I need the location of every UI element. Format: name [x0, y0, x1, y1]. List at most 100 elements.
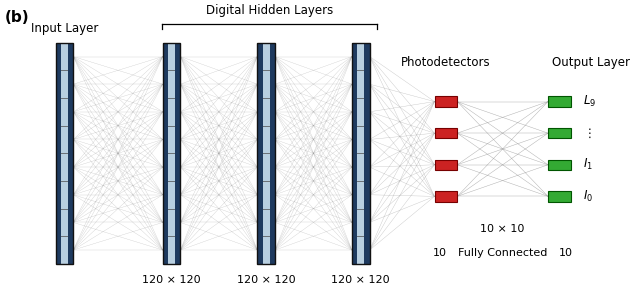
- Bar: [56, 236, 73, 264]
- Text: $L_9$: $L_9$: [583, 94, 596, 109]
- Bar: [163, 43, 180, 264]
- Bar: [175, 70, 180, 98]
- Bar: [364, 236, 369, 264]
- Bar: [163, 126, 180, 153]
- Text: Photodetectors: Photodetectors: [401, 56, 491, 69]
- Bar: [56, 43, 61, 70]
- Bar: [548, 128, 571, 138]
- Text: 120 × 120: 120 × 120: [237, 275, 296, 285]
- Text: 10: 10: [433, 248, 447, 258]
- Bar: [56, 98, 73, 126]
- Bar: [435, 128, 457, 138]
- Bar: [352, 43, 357, 70]
- Bar: [175, 98, 180, 126]
- Bar: [352, 126, 357, 153]
- Bar: [269, 43, 275, 70]
- Bar: [257, 153, 275, 181]
- Bar: [269, 208, 275, 236]
- Bar: [175, 43, 180, 70]
- Bar: [364, 153, 369, 181]
- Bar: [163, 236, 180, 264]
- Bar: [364, 181, 369, 208]
- Bar: [68, 98, 73, 126]
- Bar: [352, 126, 369, 153]
- Bar: [163, 43, 180, 70]
- Text: 10: 10: [559, 248, 573, 258]
- Bar: [56, 43, 73, 264]
- Bar: [257, 70, 275, 98]
- Bar: [68, 43, 73, 70]
- Bar: [56, 70, 61, 98]
- Text: Fully Connected: Fully Connected: [458, 248, 547, 258]
- Bar: [257, 126, 262, 153]
- Bar: [364, 208, 369, 236]
- Bar: [56, 181, 61, 208]
- Bar: [163, 43, 168, 70]
- Text: 120 × 120: 120 × 120: [332, 275, 390, 285]
- Bar: [352, 181, 369, 208]
- Bar: [175, 236, 180, 264]
- Bar: [163, 153, 168, 181]
- Bar: [269, 70, 275, 98]
- Text: $I_1$: $I_1$: [583, 157, 593, 172]
- Bar: [163, 236, 168, 264]
- Bar: [352, 98, 369, 126]
- Bar: [56, 43, 73, 70]
- Bar: [364, 98, 369, 126]
- Bar: [163, 98, 168, 126]
- Bar: [548, 96, 571, 107]
- Bar: [352, 98, 357, 126]
- Bar: [257, 126, 275, 153]
- Bar: [56, 126, 73, 153]
- Bar: [352, 236, 369, 264]
- Bar: [257, 181, 262, 208]
- Bar: [56, 236, 61, 264]
- Bar: [269, 236, 275, 264]
- Bar: [175, 208, 180, 236]
- Bar: [68, 181, 73, 208]
- Text: Input Layer: Input Layer: [31, 23, 98, 36]
- Bar: [56, 153, 61, 181]
- Bar: [364, 126, 369, 153]
- Bar: [68, 126, 73, 153]
- Bar: [68, 208, 73, 236]
- Text: Digital Hidden Layers: Digital Hidden Layers: [205, 4, 333, 17]
- Bar: [56, 181, 73, 208]
- Bar: [163, 181, 180, 208]
- Bar: [435, 96, 457, 107]
- Bar: [257, 236, 262, 264]
- Bar: [257, 70, 262, 98]
- Bar: [68, 70, 73, 98]
- Bar: [163, 70, 180, 98]
- Bar: [56, 98, 61, 126]
- Text: Output Layer: Output Layer: [552, 56, 630, 69]
- Bar: [269, 181, 275, 208]
- Bar: [175, 181, 180, 208]
- Bar: [352, 236, 357, 264]
- Bar: [352, 208, 357, 236]
- Bar: [352, 43, 369, 70]
- Bar: [269, 98, 275, 126]
- Bar: [163, 208, 168, 236]
- Bar: [352, 208, 369, 236]
- Bar: [435, 160, 457, 170]
- Bar: [68, 236, 73, 264]
- Bar: [352, 153, 369, 181]
- Bar: [175, 126, 180, 153]
- Bar: [352, 70, 369, 98]
- Bar: [163, 153, 180, 181]
- Bar: [257, 208, 275, 236]
- Bar: [352, 153, 357, 181]
- Text: 10 × 10: 10 × 10: [481, 224, 525, 234]
- Bar: [56, 208, 73, 236]
- Bar: [257, 98, 262, 126]
- Bar: [175, 153, 180, 181]
- Bar: [163, 126, 168, 153]
- Bar: [257, 236, 275, 264]
- Bar: [257, 43, 275, 264]
- Bar: [364, 70, 369, 98]
- Bar: [68, 153, 73, 181]
- Text: $\vdots$: $\vdots$: [583, 127, 592, 140]
- Text: 120 × 120: 120 × 120: [142, 275, 201, 285]
- Text: (b): (b): [4, 10, 29, 25]
